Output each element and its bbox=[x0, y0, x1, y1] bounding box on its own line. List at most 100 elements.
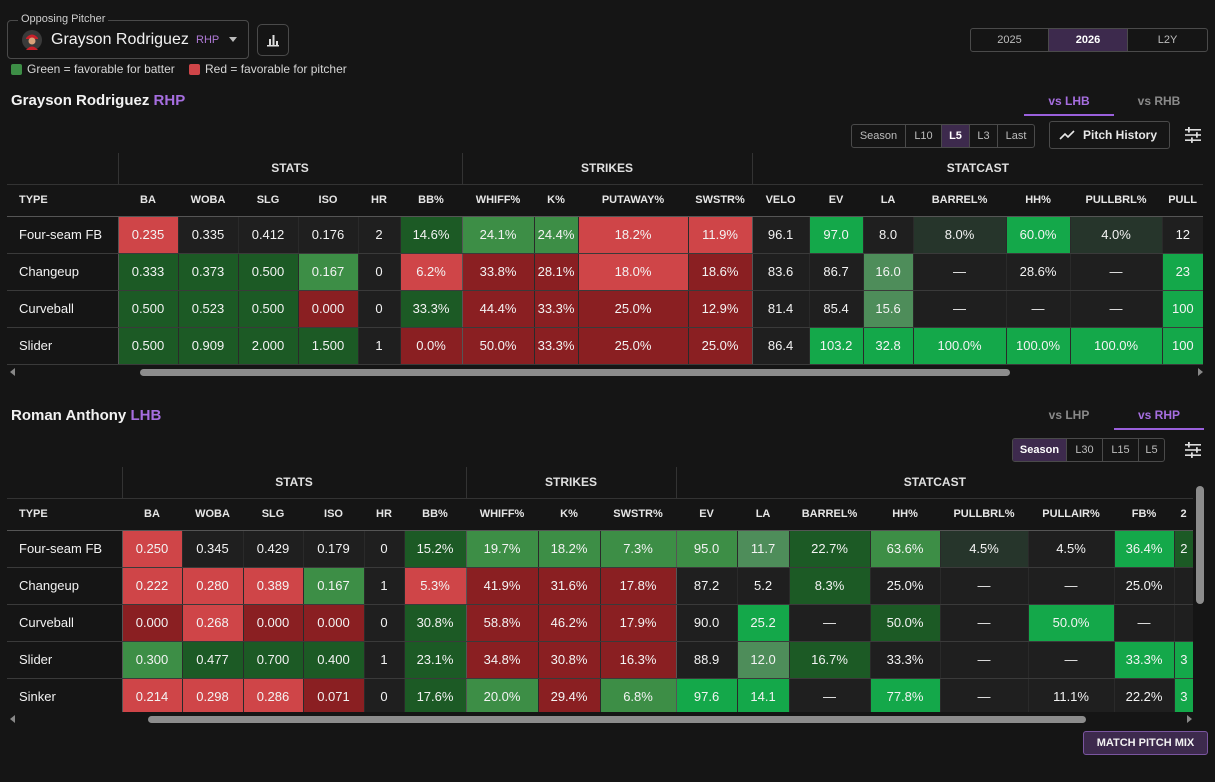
column-header-type[interactable]: TYPE bbox=[7, 184, 118, 217]
table-row: Slider 0.500 0.909 2.000 1.500 1 0.0% 50.0% 33.3… bbox=[7, 327, 1204, 365]
column-header-whiff-pct[interactable]: WHIFF% bbox=[466, 498, 539, 531]
tab-vs-lhp[interactable]: vs LHP bbox=[1048, 408, 1090, 422]
column-header-swstr-pct[interactable]: SWSTR% bbox=[688, 184, 753, 217]
column-header-woba[interactable]: WOBA bbox=[182, 498, 243, 531]
column-header-type[interactable]: TYPE bbox=[7, 498, 122, 531]
range-last[interactable]: Last bbox=[1005, 130, 1027, 142]
column-header-slg[interactable]: SLG bbox=[238, 184, 298, 217]
column-header-k-pct[interactable]: K% bbox=[538, 498, 601, 531]
group-header-statcast: STATCAST bbox=[751, 153, 1204, 185]
column-header-pullbrl-pct[interactable]: PULLBRL% bbox=[1070, 184, 1163, 217]
range-l5[interactable]: L5 bbox=[1145, 444, 1158, 456]
scroll-right-icon[interactable] bbox=[1198, 368, 1203, 376]
pitcher-section-title: Grayson Rodriguez RHP bbox=[11, 92, 185, 109]
column-header-iso[interactable]: ISO bbox=[298, 184, 358, 217]
pitcher-stats-table: STATS STRIKES STATCAST TYPE BA WOBA SLG ISO HR BB… bbox=[7, 153, 1204, 365]
group-header-spacer bbox=[7, 153, 118, 185]
stat-cell-whiff-pct: 41.9% bbox=[465, 567, 539, 605]
column-header-ba[interactable]: BA bbox=[122, 498, 182, 531]
range-2026[interactable]: 2026 bbox=[1049, 29, 1128, 51]
legend-green-label: Green = favorable for batter bbox=[27, 62, 175, 76]
column-header-barrel-pct[interactable]: BARREL% bbox=[789, 498, 871, 531]
stat-cell-ba: 0.000 bbox=[121, 604, 182, 642]
range-season[interactable]: Season bbox=[852, 125, 906, 147]
column-header-bb-pct[interactable]: BB% bbox=[400, 184, 463, 217]
column-header-barrel-pct[interactable]: BARREL% bbox=[913, 184, 1007, 217]
scroll-left-icon[interactable] bbox=[10, 715, 15, 723]
column-header-ev[interactable]: EV bbox=[809, 184, 864, 217]
tab-vs-rhb[interactable]: vs RHB bbox=[1137, 94, 1181, 108]
column-header-pullair-pct[interactable]: PULLAIR% bbox=[1028, 498, 1115, 531]
pitcher-table-scrollbar[interactable] bbox=[7, 365, 1208, 379]
stat-cell-barrel-pct: 22.7% bbox=[788, 530, 871, 568]
pitch-type-cell: Slider bbox=[7, 641, 122, 679]
column-header-woba[interactable]: WOBA bbox=[178, 184, 238, 217]
stat-cell-iso: 0.071 bbox=[302, 678, 364, 712]
match-pitch-mix-button[interactable]: MATCH PITCH MIX bbox=[1083, 731, 1208, 755]
column-header-2[interactable]: 2 bbox=[1174, 498, 1193, 531]
column-header-ba[interactable]: BA bbox=[118, 184, 178, 217]
pitcher-hand: RHP bbox=[196, 34, 220, 46]
range-season[interactable]: Season bbox=[1013, 439, 1067, 461]
range-l3[interactable]: L3 bbox=[970, 125, 998, 147]
range-l30[interactable]: L30 bbox=[1067, 439, 1103, 461]
stat-cell-whiff-pct: 44.4% bbox=[461, 290, 535, 328]
select-legend: Opposing Pitcher bbox=[18, 13, 109, 25]
column-header-pullbrl-pct[interactable]: PULLBRL% bbox=[940, 498, 1029, 531]
opposing-pitcher-select[interactable]: Opposing Pitcher Grayson Rodriguez RHP bbox=[7, 13, 249, 59]
column-header-k-pct[interactable]: K% bbox=[534, 184, 579, 217]
scroll-thumb[interactable] bbox=[148, 716, 1086, 723]
column-header-la[interactable]: LA bbox=[737, 498, 790, 531]
table-row: Curveball 0.000 0.268 0.000 0.000 0 30.8% 58.8%… bbox=[7, 604, 1193, 642]
stat-cell-hh-pct: 100.0% bbox=[1005, 327, 1071, 365]
stat-cell-hr: 2 bbox=[357, 216, 400, 254]
column-header-hr[interactable]: HR bbox=[364, 498, 404, 531]
range-l2y[interactable]: L2Y bbox=[1157, 34, 1178, 46]
column-header-ev[interactable]: EV bbox=[676, 498, 738, 531]
scroll-right-icon[interactable] bbox=[1187, 715, 1192, 723]
column-header-iso[interactable]: ISO bbox=[303, 498, 364, 531]
stat-cell-swstr-pct: 17.8% bbox=[599, 567, 677, 605]
stat-cell-hr: 0 bbox=[357, 253, 400, 291]
column-header-whiff-pct[interactable]: WHIFF% bbox=[462, 184, 535, 217]
stat-cell-k-pct: 30.8% bbox=[537, 641, 601, 679]
batter-section-name: Roman Anthony bbox=[11, 407, 127, 424]
scroll-thumb[interactable] bbox=[140, 369, 1010, 376]
batter-table: STATS STRIKES STATCAST TYPE BA WOBA SLG ISO HR BB… bbox=[7, 467, 1193, 712]
column-header-slg[interactable]: SLG bbox=[243, 498, 303, 531]
stat-cell-la: 15.6 bbox=[862, 290, 914, 328]
tune-icon[interactable] bbox=[1184, 442, 1202, 458]
stat-cell-pullair-pct: 4.5% bbox=[1027, 530, 1115, 568]
range-l15[interactable]: L15 bbox=[1103, 439, 1139, 461]
pitch-history-button[interactable]: Pitch History bbox=[1049, 121, 1170, 149]
column-header-velo[interactable]: VELO bbox=[752, 184, 810, 217]
stat-cell-hh-pct: 50.0% bbox=[869, 604, 941, 642]
range-l10[interactable]: L10 bbox=[906, 125, 942, 147]
column-header-hh-pct[interactable]: HH% bbox=[870, 498, 941, 531]
column-header-fb-pct[interactable]: FB% bbox=[1114, 498, 1175, 531]
chevron-down-icon[interactable] bbox=[229, 37, 237, 42]
column-header-hr[interactable]: HR bbox=[358, 184, 400, 217]
column-header-swstr-pct[interactable]: SWSTR% bbox=[600, 498, 677, 531]
pitcher-name: Grayson Rodriguez bbox=[51, 31, 189, 48]
range-l5[interactable]: L5 bbox=[942, 125, 970, 147]
range-2025[interactable]: 2025 bbox=[971, 29, 1049, 51]
bar-chart-button[interactable] bbox=[257, 24, 289, 56]
column-header-hh-pct[interactable]: HH% bbox=[1006, 184, 1071, 217]
column-header-pull[interactable]: PULL bbox=[1162, 184, 1204, 217]
scroll-left-icon[interactable] bbox=[10, 368, 15, 376]
tune-icon[interactable] bbox=[1184, 127, 1202, 143]
stat-cell-hh-pct: 77.8% bbox=[869, 678, 941, 712]
column-header-la[interactable]: LA bbox=[863, 184, 914, 217]
stat-cell-whiff-pct: 34.8% bbox=[465, 641, 539, 679]
batter-table-scrollbar[interactable] bbox=[7, 712, 1197, 726]
pitcher-section-name: Grayson Rodriguez bbox=[11, 92, 150, 109]
batter-table-vscroll-thumb[interactable] bbox=[1196, 486, 1204, 604]
stat-cell-slg: 2.000 bbox=[237, 327, 298, 365]
stat-cell-iso: 0.400 bbox=[302, 641, 364, 679]
stat-cell-woba: 0.477 bbox=[181, 641, 243, 679]
column-header-bb-pct[interactable]: BB% bbox=[404, 498, 467, 531]
column-header-putaway-pct[interactable]: PUTAWAY% bbox=[578, 184, 689, 217]
tab-vs-rhp[interactable]: vs RHP bbox=[1137, 408, 1181, 422]
tab-vs-lhb[interactable]: vs LHB bbox=[1048, 94, 1090, 108]
